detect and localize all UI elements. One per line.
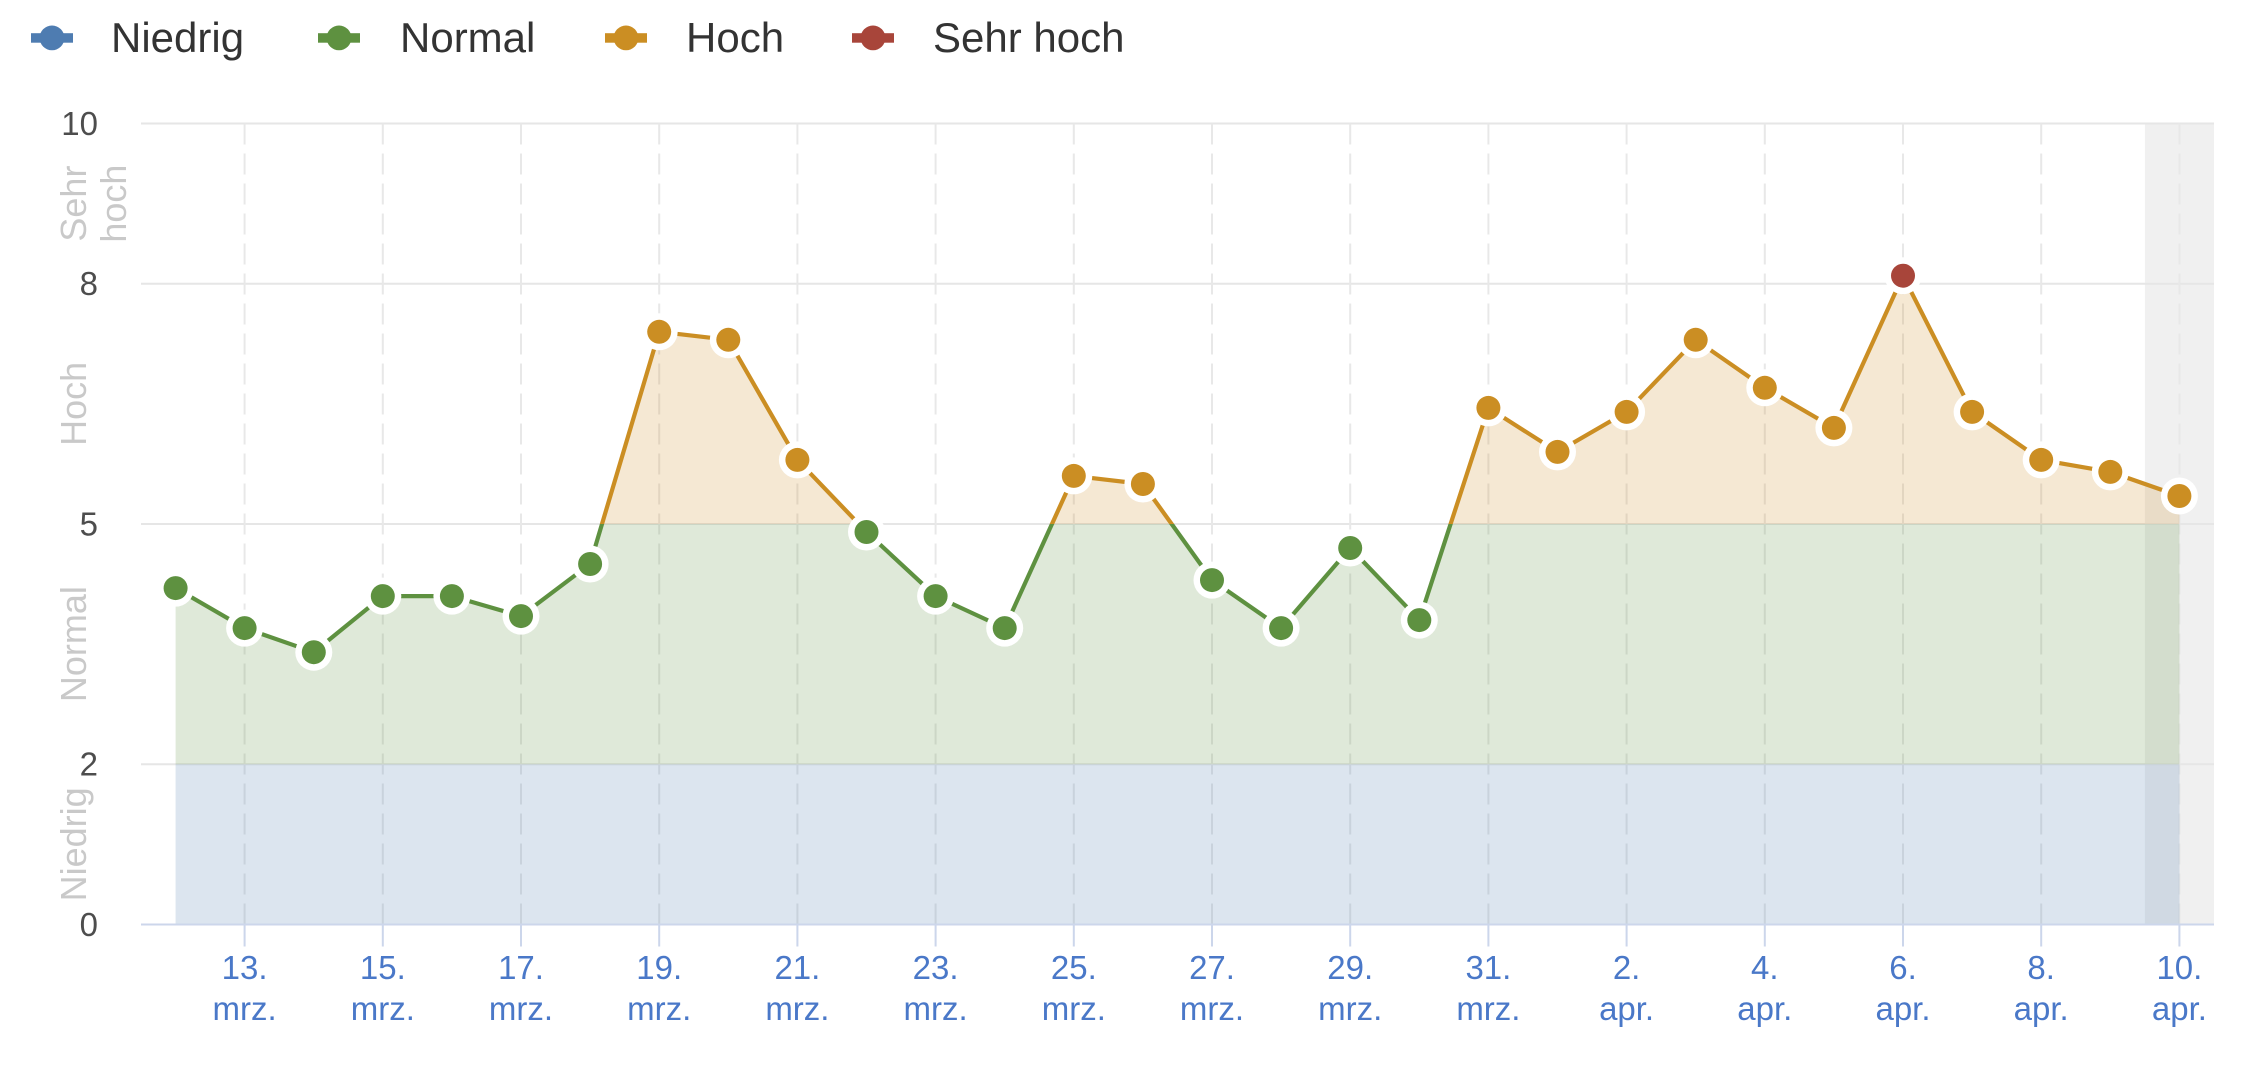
svg-text:13.: 13. <box>222 949 268 986</box>
svg-text:Hoch: Hoch <box>53 362 94 446</box>
svg-text:8: 8 <box>80 265 98 302</box>
svg-text:21.: 21. <box>774 949 820 986</box>
svg-text:23.: 23. <box>913 949 959 986</box>
svg-text:apr.: apr. <box>1599 990 1654 1027</box>
svg-text:5: 5 <box>80 505 98 542</box>
svg-text:Niedrig: Niedrig <box>111 14 244 61</box>
svg-text:mrz.: mrz. <box>1318 990 1382 1027</box>
svg-text:mrz.: mrz. <box>765 990 829 1027</box>
svg-text:2.: 2. <box>1613 949 1641 986</box>
svg-text:Hoch: Hoch <box>686 14 784 61</box>
svg-text:31.: 31. <box>1465 949 1511 986</box>
svg-text:10: 10 <box>61 105 98 142</box>
svg-text:mrz.: mrz. <box>1042 990 1106 1027</box>
svg-text:17.: 17. <box>498 949 544 986</box>
svg-text:29.: 29. <box>1327 949 1373 986</box>
svg-text:25.: 25. <box>1051 949 1097 986</box>
svg-text:mrz.: mrz. <box>904 990 968 1027</box>
svg-text:apr.: apr. <box>2152 990 2207 1027</box>
svg-text:4.: 4. <box>1751 949 1779 986</box>
svg-text:10.: 10. <box>2156 949 2202 986</box>
svg-text:apr.: apr. <box>1737 990 1792 1027</box>
svg-text:6.: 6. <box>1889 949 1917 986</box>
svg-text:mrz.: mrz. <box>1180 990 1244 1027</box>
svg-text:2: 2 <box>80 746 98 783</box>
svg-text:mrz.: mrz. <box>213 990 277 1027</box>
svg-text:Sehr hoch: Sehr hoch <box>933 14 1124 61</box>
svg-text:Normal: Normal <box>53 586 94 702</box>
svg-text:15.: 15. <box>360 949 406 986</box>
svg-text:19.: 19. <box>636 949 682 986</box>
svg-text:mrz.: mrz. <box>351 990 415 1027</box>
svg-text:Sehrhoch: Sehrhoch <box>53 165 134 243</box>
svg-text:27.: 27. <box>1189 949 1235 986</box>
svg-text:8.: 8. <box>2027 949 2055 986</box>
svg-text:Normal: Normal <box>400 14 535 61</box>
svg-text:0: 0 <box>80 906 98 943</box>
svg-text:Niedrig: Niedrig <box>53 787 94 901</box>
svg-text:mrz.: mrz. <box>627 990 691 1027</box>
svg-text:mrz.: mrz. <box>1456 990 1520 1027</box>
svg-text:mrz.: mrz. <box>489 990 553 1027</box>
svg-text:apr.: apr. <box>2014 990 2069 1027</box>
svg-text:apr.: apr. <box>1875 990 1930 1027</box>
